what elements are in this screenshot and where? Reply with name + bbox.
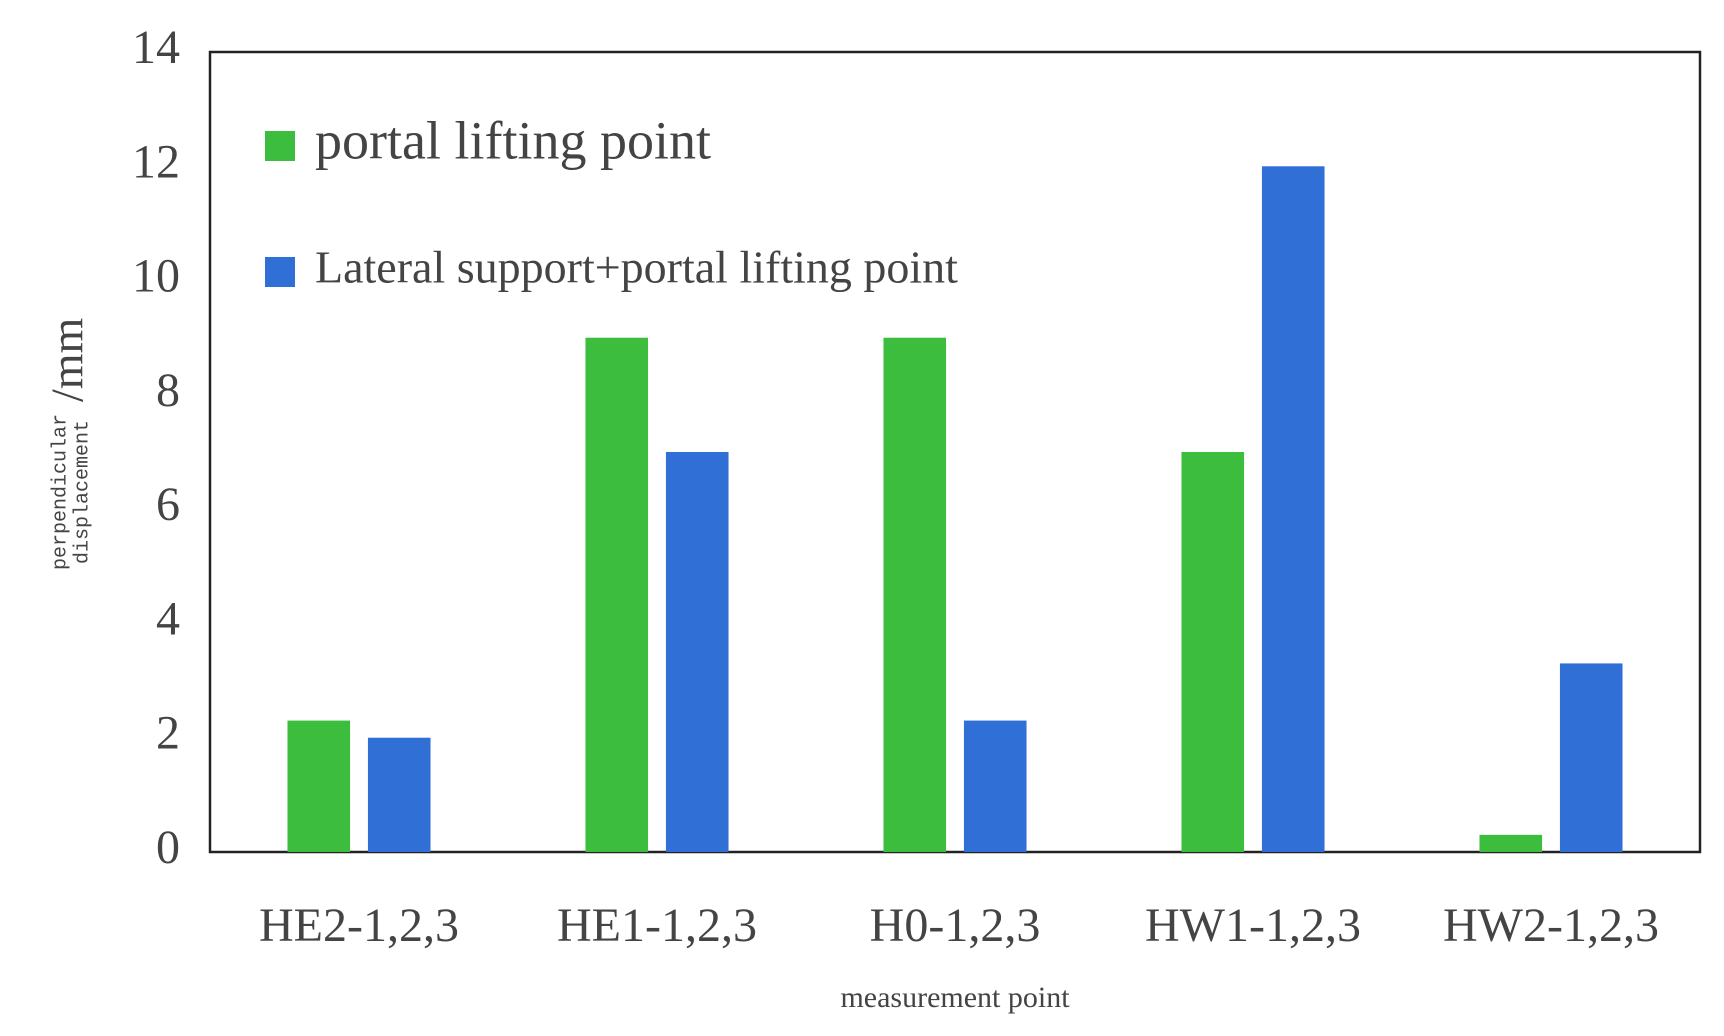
y-label-unit: /mm bbox=[42, 317, 93, 402]
bar bbox=[287, 720, 351, 852]
legend-label: portal lifting point bbox=[315, 110, 711, 170]
y-tick-label: 6 bbox=[156, 478, 180, 531]
y-tick-label: 12 bbox=[132, 135, 180, 188]
y-tick-label: 0 bbox=[156, 821, 180, 874]
x-axis-label: measurement point bbox=[840, 981, 1070, 1014]
legend-swatch bbox=[265, 131, 295, 161]
bar bbox=[1181, 452, 1245, 852]
x-tick-label: HW2-1,2,3 bbox=[1443, 899, 1659, 952]
plot-frame bbox=[208, 50, 1702, 854]
x-tick-label: H0-1,2,3 bbox=[870, 899, 1041, 952]
y-label-line: displacement bbox=[71, 420, 94, 564]
y-axis-label: perpendicular displacement /mm bbox=[42, 317, 95, 570]
bar bbox=[367, 737, 431, 852]
y-tick-label: 14 bbox=[132, 21, 180, 74]
bar bbox=[1559, 663, 1623, 852]
x-tick-label: HE1-1,2,3 bbox=[557, 899, 757, 952]
bar bbox=[665, 452, 729, 852]
x-tick-label: HE2-1,2,3 bbox=[259, 899, 459, 952]
y-label-line: perpendicular bbox=[49, 414, 72, 570]
x-tick-label: HW1-1,2,3 bbox=[1145, 899, 1361, 952]
bar bbox=[1479, 834, 1543, 852]
bar bbox=[963, 720, 1027, 852]
y-tick-label: 8 bbox=[156, 364, 180, 417]
legend-label: Lateral support+portal lifting point bbox=[315, 242, 958, 293]
bar bbox=[585, 337, 649, 852]
y-tick-label: 10 bbox=[132, 250, 180, 303]
bar bbox=[1261, 166, 1325, 853]
bar bbox=[883, 337, 947, 852]
y-tick-label: 2 bbox=[156, 707, 180, 760]
y-tick-label: 4 bbox=[156, 592, 180, 645]
legend-swatch bbox=[265, 257, 295, 287]
